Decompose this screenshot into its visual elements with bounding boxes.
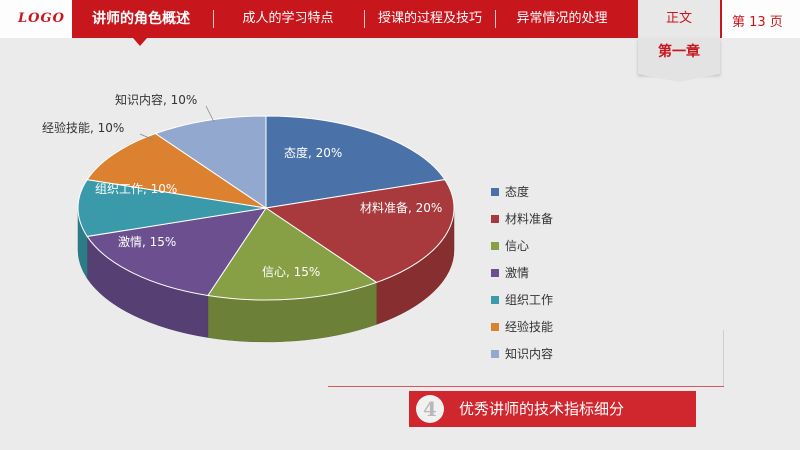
nav-bar: 讲师的角色概述 成人的学习特点 授课的过程及技巧 异常情况的处理 xyxy=(72,0,722,38)
label-leader-line xyxy=(205,105,215,123)
data-label: 经验技能, 10% xyxy=(42,120,124,135)
section-title: 优秀讲师的技术指标细分 xyxy=(459,400,625,418)
panel-divider xyxy=(328,386,724,387)
data-label: 组织工作, 10% xyxy=(95,182,177,196)
legend-swatch xyxy=(491,187,499,196)
pie-slice xyxy=(86,207,268,297)
nav-separator xyxy=(213,10,214,28)
legend-label: 经验技能 xyxy=(505,320,554,334)
section-banner: 4 优秀讲师的技术指标细分 xyxy=(409,391,696,427)
legend-label: 态度 xyxy=(505,185,530,199)
pie-slice xyxy=(77,179,267,237)
data-label: 激情, 15% xyxy=(118,235,176,249)
pie-slice xyxy=(264,179,455,283)
page-number: 第 13 页 xyxy=(732,15,783,30)
legend-swatch xyxy=(491,241,499,250)
legend-swatch xyxy=(491,268,499,277)
chapter-label: 第一章 xyxy=(658,44,700,60)
nav-item-role-overview[interactable]: 讲师的角色概述 xyxy=(92,11,190,27)
logo: LOGO xyxy=(18,11,65,26)
legend-item: 组织工作 xyxy=(491,286,553,313)
legend-label: 激情 xyxy=(505,266,530,280)
legend-label: 知识内容 xyxy=(505,347,554,361)
legend-item: 态度 xyxy=(491,178,553,205)
legend-item: 材料准备 xyxy=(491,205,553,232)
pie-slice xyxy=(86,133,267,209)
data-label: 知识内容, 10% xyxy=(115,92,197,107)
nav-item-exception-handling[interactable]: 异常情况的处理 xyxy=(516,11,608,26)
legend-label: 信心 xyxy=(505,239,530,253)
section-number-badge: 4 xyxy=(416,395,444,423)
label-leader-line xyxy=(139,133,155,141)
legend-item: 激情 xyxy=(491,259,553,286)
legend-swatch xyxy=(491,295,499,304)
pie-slice xyxy=(265,115,446,209)
legend-item: 经验技能 xyxy=(491,313,553,340)
nav-separator xyxy=(495,10,496,28)
chapter-flag: 第一章 xyxy=(638,38,720,82)
active-nav-pointer xyxy=(133,38,147,46)
pie-slice xyxy=(154,115,267,209)
legend-swatch xyxy=(491,322,499,331)
nav-separator xyxy=(364,10,365,28)
legend-item: 知识内容 xyxy=(491,340,553,367)
nav-item-teaching-process[interactable]: 授课的过程及技巧 xyxy=(377,11,482,26)
legend-label: 组织工作 xyxy=(505,293,554,307)
legend-swatch xyxy=(491,214,499,223)
legend-swatch xyxy=(491,349,499,358)
data-label: 态度, 20% xyxy=(284,145,342,160)
data-label: 材料准备, 20% xyxy=(360,201,442,215)
panel-divider-vertical xyxy=(723,330,724,386)
pie-slice xyxy=(207,207,378,301)
data-label: 信心, 15% xyxy=(262,265,320,279)
legend-item: 信心 xyxy=(491,232,553,259)
chart-legend: 态度材料准备信心激情组织工作经验技能知识内容 xyxy=(491,178,553,367)
legend-label: 材料准备 xyxy=(505,212,554,226)
tab-main-text[interactable]: 正文 xyxy=(638,0,720,38)
nav-item-adult-learning[interactable]: 成人的学习特点 xyxy=(242,11,334,26)
